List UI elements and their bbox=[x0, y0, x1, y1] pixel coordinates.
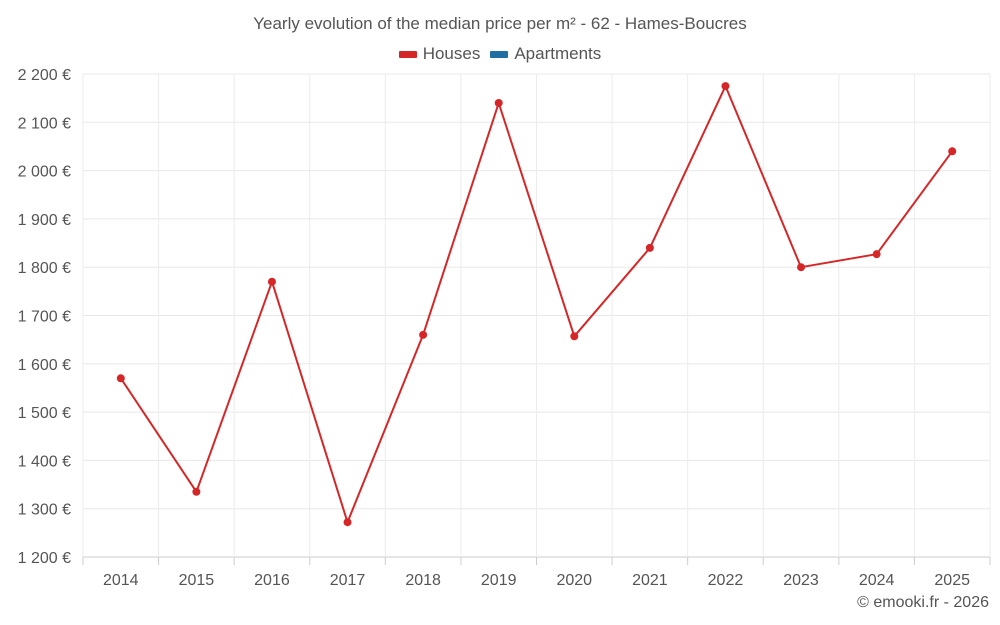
data-point bbox=[797, 263, 806, 272]
legend-swatch-apartments bbox=[490, 50, 509, 58]
legend-swatch-houses bbox=[398, 50, 417, 58]
x-tick-label: 2016 bbox=[254, 572, 290, 589]
y-tick-label: 1 400 € bbox=[18, 453, 71, 470]
y-tick-label: 1 600 € bbox=[18, 357, 71, 374]
x-tick-label: 2021 bbox=[632, 572, 668, 589]
y-tick-label: 2 200 € bbox=[18, 67, 71, 84]
data-point bbox=[948, 147, 957, 156]
data-point bbox=[570, 332, 579, 341]
data-point bbox=[192, 487, 201, 496]
data-point bbox=[494, 98, 503, 107]
data-point bbox=[645, 243, 654, 252]
y-tick-label: 1 800 € bbox=[18, 260, 71, 277]
y-tick-label: 1 900 € bbox=[18, 212, 71, 229]
x-tick-label: 2024 bbox=[859, 572, 895, 589]
x-tick-label: 2022 bbox=[708, 572, 744, 589]
x-tick-label: 2018 bbox=[405, 572, 441, 589]
data-point bbox=[419, 330, 428, 339]
y-tick-label: 1 500 € bbox=[18, 405, 71, 422]
data-point bbox=[872, 250, 881, 259]
x-tick-label: 2025 bbox=[934, 572, 970, 589]
chart-title: Yearly evolution of the median price per… bbox=[253, 14, 747, 33]
data-point bbox=[343, 518, 352, 527]
x-tick-label: 2020 bbox=[556, 572, 592, 589]
legend: Houses Apartments bbox=[0, 44, 1000, 64]
y-tick-label: 2 100 € bbox=[18, 115, 71, 132]
x-tick-label: 2017 bbox=[330, 572, 366, 589]
data-point bbox=[267, 277, 276, 286]
legend-label-apartments: Apartments bbox=[514, 44, 602, 63]
x-tick-label: 2023 bbox=[783, 572, 819, 589]
data-point bbox=[116, 374, 125, 383]
credit-text: © emooki.fr - 2026 bbox=[857, 594, 989, 611]
x-tick-label: 2014 bbox=[103, 572, 139, 589]
y-tick-label: 2 000 € bbox=[18, 164, 71, 181]
legend-item-apartments[interactable]: Apartments bbox=[490, 44, 601, 64]
y-tick-label: 1 300 € bbox=[18, 502, 71, 519]
legend-label-houses: Houses bbox=[422, 44, 481, 63]
x-tick-label: 2019 bbox=[481, 572, 517, 589]
y-tick-label: 1 200 € bbox=[18, 550, 71, 567]
x-tick-label: 2015 bbox=[179, 572, 215, 589]
y-tick-label: 1 700 € bbox=[18, 309, 71, 326]
data-point bbox=[721, 82, 730, 91]
series-line-houses bbox=[119, 85, 954, 524]
legend-item-houses[interactable]: Houses bbox=[398, 44, 481, 64]
